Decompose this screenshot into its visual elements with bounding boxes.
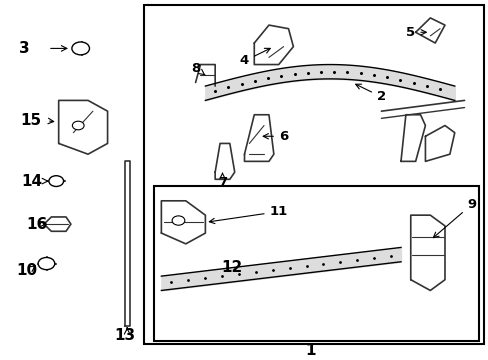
- Text: 15: 15: [20, 113, 41, 128]
- Text: 9: 9: [432, 198, 475, 238]
- Text: 7: 7: [218, 173, 226, 189]
- Text: 13: 13: [114, 328, 135, 343]
- Text: 10: 10: [16, 263, 38, 278]
- Bar: [154, 186, 478, 341]
- Circle shape: [172, 216, 184, 225]
- Text: 12: 12: [221, 260, 243, 275]
- Text: 4: 4: [240, 48, 270, 67]
- Text: 3: 3: [19, 41, 30, 56]
- Circle shape: [72, 121, 84, 130]
- Text: 11: 11: [209, 205, 287, 224]
- Text: 8: 8: [191, 62, 205, 75]
- Text: 14: 14: [21, 174, 42, 189]
- Text: 5: 5: [406, 26, 426, 39]
- Circle shape: [49, 176, 63, 186]
- Circle shape: [72, 42, 89, 55]
- Text: 2: 2: [355, 84, 385, 103]
- Text: 6: 6: [263, 130, 287, 143]
- Text: 1: 1: [305, 343, 315, 358]
- Circle shape: [38, 257, 55, 270]
- Bar: [144, 5, 483, 344]
- Text: 16: 16: [26, 217, 47, 231]
